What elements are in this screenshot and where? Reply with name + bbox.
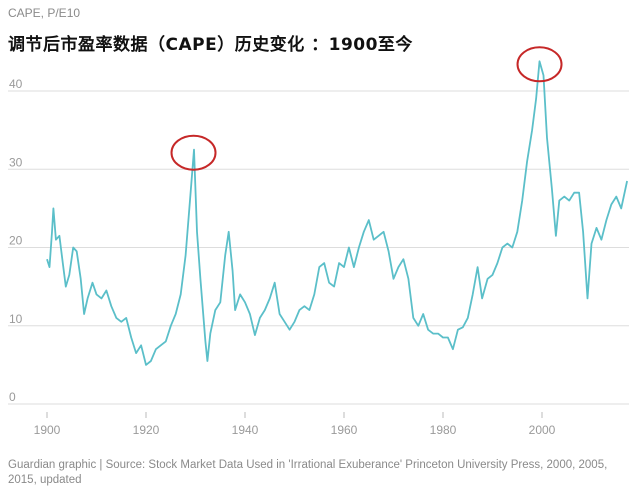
series-group [46, 60, 628, 366]
unit-label: CAPE, P/E10 [8, 6, 81, 20]
peak-highlight-circle [170, 134, 217, 171]
x-tick-label: 1980 [430, 423, 457, 437]
y-tick-label: 40 [9, 77, 23, 91]
y-tick-label: 30 [9, 155, 23, 169]
x-tick-label: 1940 [232, 423, 259, 437]
y-tick-label: 20 [9, 234, 23, 248]
source-note: Guardian graphic | Source: Stock Market … [8, 459, 608, 486]
cape-series-line [46, 60, 628, 366]
x-tick-label: 1960 [331, 423, 358, 437]
x-tick-label: 2000 [529, 423, 556, 437]
x-tick-label: 1920 [133, 423, 160, 437]
x-tick-label: 1900 [34, 423, 61, 437]
peak-highlight-circle [516, 46, 563, 83]
y-tick-label: 0 [9, 390, 16, 404]
grid-lines [8, 90, 629, 405]
highlight-group [170, 46, 563, 171]
y-axis-ticks: 0 10 20 30 40 [9, 77, 23, 404]
x-axis-ticks: 1900 1920 1940 1960 1980 2000 [34, 412, 556, 437]
chart-title: 调节后市盈率数据（CAPE）历史变化 ：1900至今 [8, 35, 413, 55]
y-tick-label: 10 [9, 312, 23, 326]
